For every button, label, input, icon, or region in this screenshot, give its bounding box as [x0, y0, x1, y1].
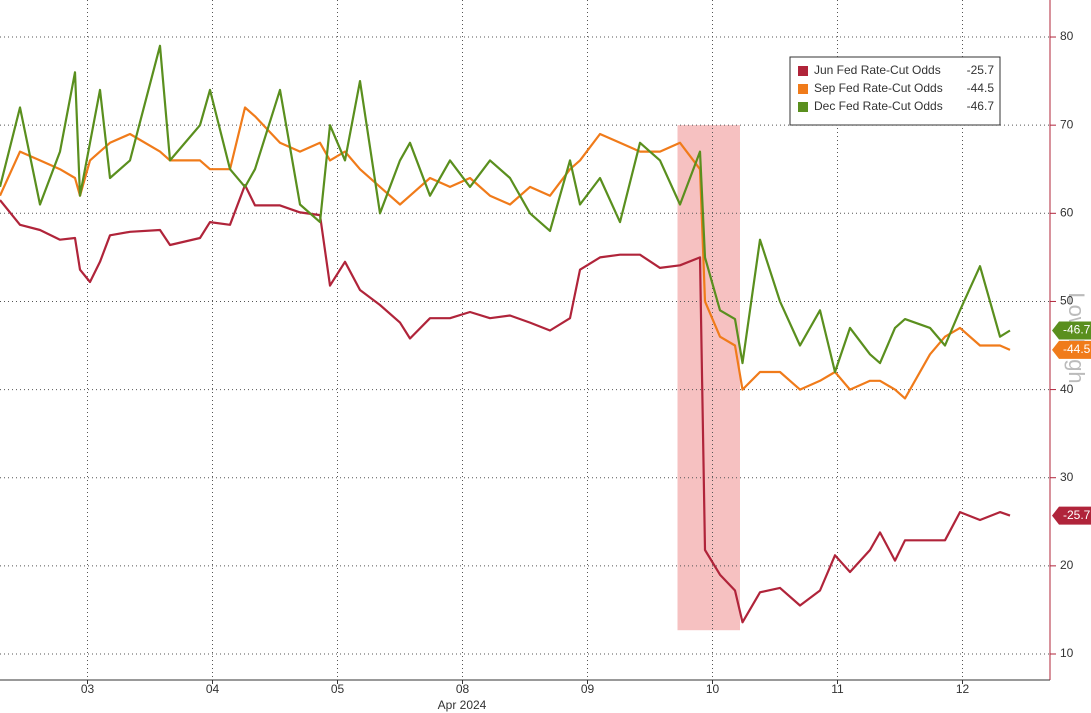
x-tick-label: 11 — [831, 682, 844, 696]
legend-label: Dec Fed Rate-Cut Odds — [814, 99, 943, 113]
legend-swatch — [798, 102, 808, 112]
y-tick-label: 40 — [1060, 382, 1074, 396]
x-tick-label: 03 — [81, 682, 95, 696]
y-tick-label: 20 — [1060, 558, 1074, 572]
legend-value: -46.7 — [967, 99, 995, 113]
x-tick-label: 10 — [706, 682, 720, 696]
series-line — [0, 106, 1011, 400]
value-tag-label: -46.7 — [1063, 323, 1091, 337]
x-tick-label: 04 — [206, 682, 220, 696]
highlight-band — [677, 125, 740, 631]
legend-swatch — [798, 66, 808, 76]
legend-box — [789, 56, 1001, 126]
value-tag-label: -25.7 — [1063, 508, 1091, 522]
legend-label: Sep Fed Rate-Cut Odds — [814, 81, 943, 95]
legend-value: -44.5 — [967, 81, 995, 95]
y-tick-label: 70 — [1060, 117, 1074, 131]
y-tick-label: 10 — [1060, 646, 1074, 660]
value-tag — [1052, 506, 1091, 525]
y-tick-label: 60 — [1060, 205, 1074, 219]
value-tag — [1052, 321, 1091, 340]
legend-label: Jun Fed Rate-Cut Odds — [814, 63, 941, 77]
x-tick-label: 09 — [581, 682, 595, 696]
value-tag — [1052, 340, 1091, 359]
x-tick-label: 12 — [956, 682, 970, 696]
value-tag-label: -44.5 — [1063, 342, 1091, 356]
series-line — [0, 44, 1011, 374]
legend-value: -25.7 — [967, 63, 995, 77]
legend-swatch — [798, 84, 808, 94]
x-tick-label: 08 — [456, 682, 470, 696]
y-tick-label: 80 — [1060, 29, 1074, 43]
y-tick-label: 50 — [1060, 294, 1074, 308]
y-tick-label: 30 — [1060, 470, 1074, 484]
x-axis-caption: Apr 2024 — [438, 698, 487, 712]
x-tick-label: 05 — [331, 682, 345, 696]
series-line — [0, 184, 1011, 624]
